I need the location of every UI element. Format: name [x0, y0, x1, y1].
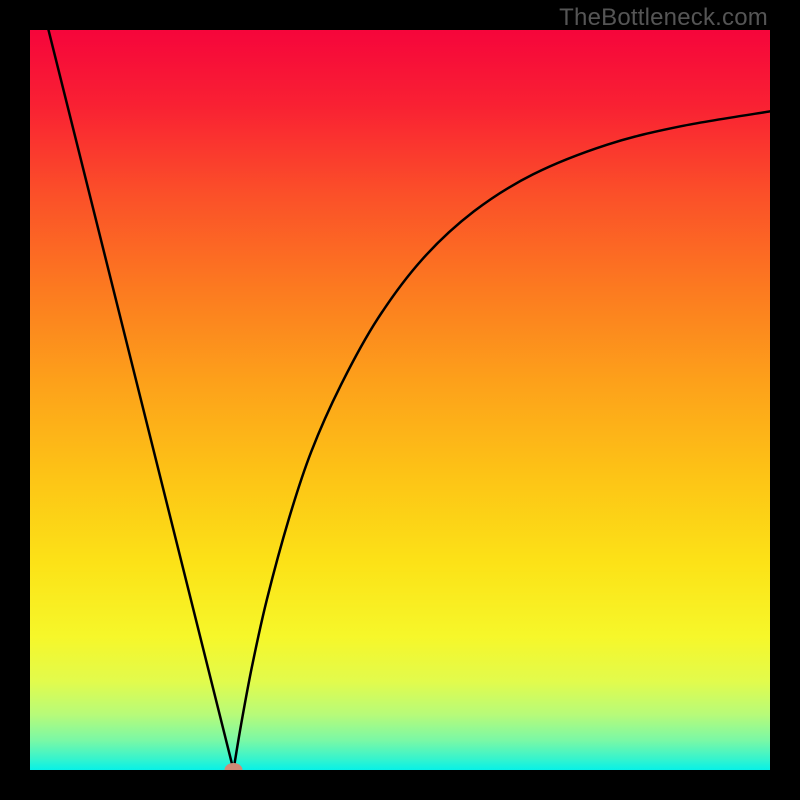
bottleneck-curve: [30, 30, 770, 770]
curve-path: [49, 30, 771, 770]
chart-container: TheBottleneck.com: [0, 0, 800, 800]
plot-area: [30, 30, 770, 770]
watermark-text: TheBottleneck.com: [559, 4, 768, 32]
vertex-marker: [225, 763, 243, 770]
